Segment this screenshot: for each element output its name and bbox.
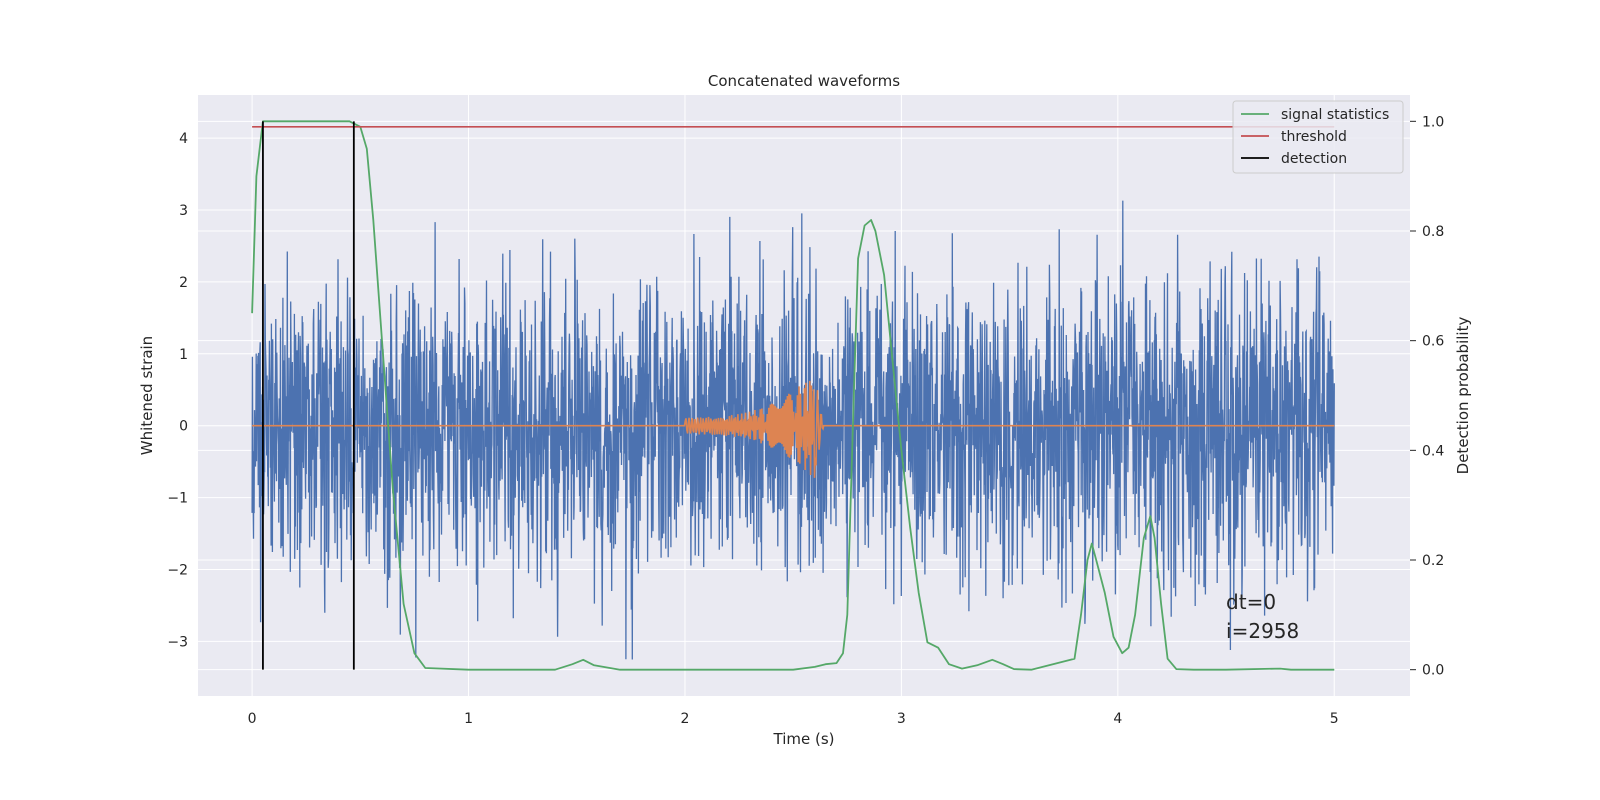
chart-title: Concatenated waveforms [708,72,900,90]
y-right-tick-label: 0.0 [1422,663,1444,679]
signal-statistics-series [251,120,1335,671]
legend: signal statistics threshold detection [1232,100,1404,174]
legend-box [1232,100,1404,174]
legend-label-2: detection [1281,151,1347,167]
y-axis-right: 0.0 0.2 0.4 0.6 0.8 1.0 [1410,114,1444,679]
x-tick-label: 1 [464,711,473,727]
injected-signal-trace [252,380,1335,478]
signal-statistics-line [251,120,1335,671]
x-tick-label: 2 [681,711,690,727]
y-axis-right-label: Detection probability [1454,317,1472,475]
x-tick-label: 0 [248,711,257,727]
annotations: dt=0 i=2958 [1226,590,1299,643]
y-right-tick-label: 0.2 [1422,553,1444,569]
x-tick-label: 4 [1113,711,1122,727]
plot-clip [251,120,1335,671]
legend-label-0: signal statistics [1281,107,1389,123]
y-right-tick-label: 1.0 [1422,114,1444,130]
y-tick-label: −3 [167,634,188,650]
detection-series [262,121,355,670]
y-tick-label: 2 [179,275,188,291]
y-right-tick-label: 0.4 [1422,443,1444,459]
y-tick-label: 1 [179,347,188,363]
y-tick-label: −2 [167,562,188,578]
x-axis-label: Time (s) [773,730,835,748]
y-tick-label: 4 [179,131,188,147]
y-right-tick-label: 0.6 [1422,334,1444,350]
legend-label-1: threshold [1281,129,1347,145]
annotation-dt: dt=0 [1226,590,1276,614]
y-tick-label: 0 [179,419,188,435]
y-right-tick-label: 0.8 [1422,224,1444,240]
y-tick-label: −1 [167,491,188,507]
y-axis-label: Whitened strain [138,336,156,455]
y-tick-label: 3 [179,203,188,219]
x-tick-label: 3 [897,711,906,727]
annotation-index: i=2958 [1226,619,1299,643]
x-tick-label: 5 [1330,711,1339,727]
y-axis-left: −3 −2 −1 0 1 2 3 4 [167,131,188,650]
injected-signal-series [252,380,1335,478]
x-axis: 0 1 2 3 4 5 [248,711,1339,727]
